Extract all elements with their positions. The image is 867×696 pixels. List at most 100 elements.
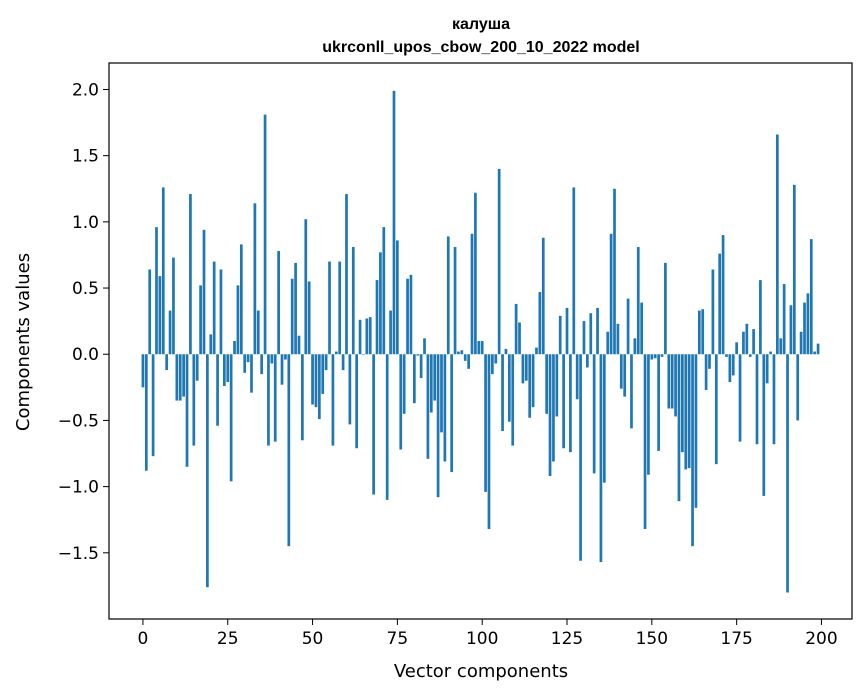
bar-component-172 (725, 354, 728, 357)
bar-component-131 (586, 354, 589, 368)
bar-component-70 (379, 252, 382, 355)
bar-component-185 (769, 351, 772, 355)
bar-component-50 (311, 354, 314, 405)
bar-component-132 (589, 313, 593, 355)
bar-component-192 (792, 184, 796, 355)
bar-component-171 (721, 235, 725, 355)
bar-component-64 (358, 319, 362, 355)
bar-component-83 (423, 338, 426, 355)
bar-component-194 (799, 331, 803, 355)
y-tick-label: 1.0 (72, 213, 99, 233)
bar-component-106 (501, 354, 504, 432)
bar-component-184 (765, 354, 769, 384)
bar-component-13 (185, 354, 189, 467)
bar-component-176 (738, 354, 742, 442)
bar-component-99 (477, 341, 481, 355)
bar-component-144 (630, 354, 633, 429)
bar-component-149 (647, 354, 650, 475)
y-tick-label: 1.5 (72, 147, 99, 167)
bar-component-179 (748, 354, 752, 357)
bar-component-175 (735, 342, 738, 355)
x-tick-label: 200 (805, 629, 837, 649)
bar-component-187 (776, 134, 779, 355)
bar-component-43 (287, 354, 291, 547)
bar-component-134 (596, 307, 599, 355)
bar-component-39 (273, 354, 277, 442)
bar-component-37 (267, 354, 270, 446)
x-tick-label: 175 (720, 629, 752, 649)
bar-component-129 (579, 354, 582, 561)
bar-component-138 (609, 233, 613, 355)
bar-component-21 (212, 261, 216, 355)
bar-component-42 (284, 354, 287, 360)
y-tick-label: 0.5 (72, 279, 99, 299)
bar-component-115 (531, 354, 535, 408)
bar-component-186 (772, 354, 776, 445)
y-tick-label: −1.0 (58, 478, 99, 498)
bar-component-5 (158, 276, 162, 355)
bar-component-52 (317, 354, 321, 420)
bar-component-73 (389, 310, 392, 355)
bar-component-126 (569, 354, 572, 453)
bar-component-75 (396, 240, 399, 355)
bar-component-130 (582, 321, 586, 355)
bar-component-178 (745, 323, 749, 355)
bar-component-181 (755, 354, 759, 445)
bar-component-100 (480, 341, 484, 355)
bar-component-153 (660, 354, 664, 357)
bar-component-190 (786, 354, 789, 593)
plot-frame (108, 62, 853, 620)
bar-component-199 (816, 343, 820, 355)
bar-component-118 (541, 237, 545, 355)
bar-component-167 (708, 354, 711, 369)
bar-component-183 (762, 354, 766, 496)
bar-component-142 (623, 354, 627, 397)
bar-component-67 (368, 317, 372, 355)
bar-component-68 (372, 354, 375, 495)
bar-component-26 (229, 354, 233, 482)
bar-component-173 (728, 354, 732, 383)
bar-component-139 (613, 188, 616, 355)
bar-component-112 (521, 354, 525, 384)
bar-component-148 (643, 354, 647, 529)
bar-component-135 (599, 354, 603, 563)
bar-component-41 (280, 354, 284, 385)
bar-component-27 (233, 341, 236, 355)
bar-component-94 (460, 350, 464, 355)
bar-component-16 (195, 354, 199, 381)
bar-component-36 (263, 114, 267, 355)
x-axis-ticks: 0 25 50 75 100 125 150 175 200 (138, 619, 838, 649)
bar-component-101 (484, 354, 487, 492)
bar-component-166 (704, 354, 708, 390)
bar-component-170 (718, 253, 722, 355)
bar-component-35 (260, 354, 264, 375)
bar-component-198 (813, 351, 817, 355)
bar-component-195 (803, 302, 806, 355)
bar-component-128 (575, 354, 579, 400)
bar-component-61 (348, 354, 352, 425)
bar-component-84 (426, 354, 430, 459)
bar-component-98 (474, 192, 477, 355)
bar-component-17 (199, 285, 202, 355)
bar-component-7 (165, 354, 169, 371)
chart-title: калуша (452, 16, 510, 33)
bar-component-54 (324, 354, 328, 371)
bar-component-10 (175, 354, 179, 401)
bar-component-53 (321, 354, 325, 394)
bar-component-33 (253, 203, 257, 355)
x-tick-label: 150 (636, 629, 668, 649)
bar-component-58 (338, 261, 342, 355)
bar-component-6 (161, 187, 165, 355)
bar-component-77 (402, 354, 406, 414)
bar-component-193 (796, 354, 800, 421)
y-tick-label: −0.5 (58, 411, 99, 431)
bar-component-32 (250, 354, 253, 393)
chart-subtitle: ukrconll_upos_cbow_200_10_2022 model (322, 39, 639, 56)
bar-component-56 (331, 354, 335, 446)
bar-component-136 (602, 354, 606, 483)
bar-component-82 (419, 354, 423, 379)
bar-component-165 (701, 309, 705, 355)
bar-component-31 (246, 354, 250, 363)
bar-component-23 (219, 269, 223, 355)
